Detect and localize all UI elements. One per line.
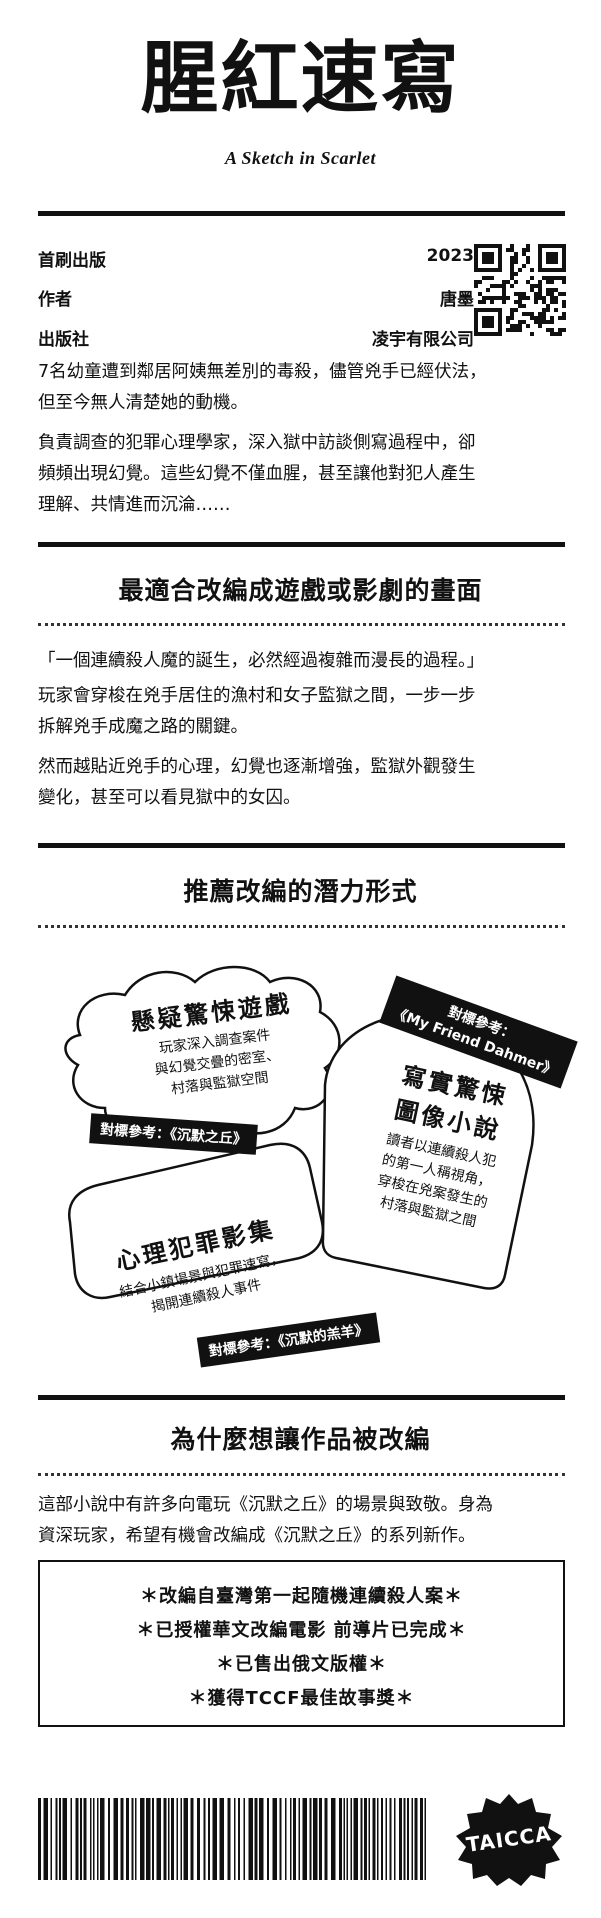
quote-line: 「一個連續殺人魔的誕生，必然經過複雜而漫長的過程。」 [38,651,485,671]
scene-line: 變化，甚至可以看見獄中的女囚。 [38,788,301,808]
divider [38,542,565,547]
barcode [38,1798,426,1880]
dotted-divider [38,925,565,928]
meta-value-first-print: 2023 [426,246,474,266]
dotted-divider [38,623,565,626]
synopsis-line: 理解、共情進而沉淪…… [38,495,231,515]
highlight-line: ＊已售出俄文版權＊ [216,1654,387,1675]
scene-line: 玩家會穿梭在兇手居住的漁村和女子監獄之間，一步一步 [38,686,476,706]
highlight-line: ＊獲得TCCF最佳故事獎＊ [188,1688,415,1709]
highlight-line: ＊改編自臺灣第一起隨機連續殺人案＊ [140,1586,463,1607]
why-line: 資深玩家，希望有機會改編成《沉默之丘》的系列新作。 [38,1526,476,1546]
synopsis-line: 但至今無人清楚她的動機。 [38,393,248,413]
why-line: 這部小說中有許多向電玩《沉默之丘》的場景與致敬。身為 [38,1495,493,1515]
meta-label-author: 作者 [38,290,72,310]
section-heading-formats: 推薦改編的潛力形式 [183,877,418,906]
section-heading-why: 為什麼想讓作品被改編 [170,1425,431,1454]
scene-line: 然而越貼近兇手的心理，幻覺也逐漸增強，監獄外觀發生 [38,757,476,777]
meta-label-publisher: 出版社 [38,330,89,350]
section-heading-scenes: 最適合改編成遊戲或影劇的畫面 [118,576,483,605]
highlights-box [38,1560,565,1727]
divider [38,1395,565,1400]
divider [38,211,565,216]
scene-line: 拆解兇手成魔之路的關鍵。 [38,717,248,737]
synopsis-line: 7名幼童遭到鄰居阿姨無差別的毒殺，儘管兇手已經伏法， [38,362,487,382]
book-subtitle: A Sketch in Scarlet [224,148,377,168]
taicca-logo[interactable]: TAICCA [450,1790,568,1888]
highlight-line: ＊已授權華文改編電影 前導片已完成＊ [136,1620,467,1641]
dotted-divider [38,1473,565,1476]
series-blob-shape [67,1142,325,1300]
synopsis-line: 頻頻出現幻覺。這些幻覺不僅血腥，甚至讓他對犯人產生 [38,464,476,484]
taicca-logo-badge-icon [456,1794,562,1886]
meta-value-author: 唐墨 [440,290,474,310]
format-shapes [64,965,535,1300]
qr-code[interactable] [474,244,566,336]
synopsis-line: 負責調查的犯罪心理學家，深入獄中訪談側寫過程中，卻 [38,433,476,453]
meta-value-publisher: 凌宇有限公司 [372,330,474,350]
meta-label-first-print: 首刷出版 [38,251,106,271]
book-title: 腥紅速寫 [140,33,461,124]
divider [38,843,565,848]
